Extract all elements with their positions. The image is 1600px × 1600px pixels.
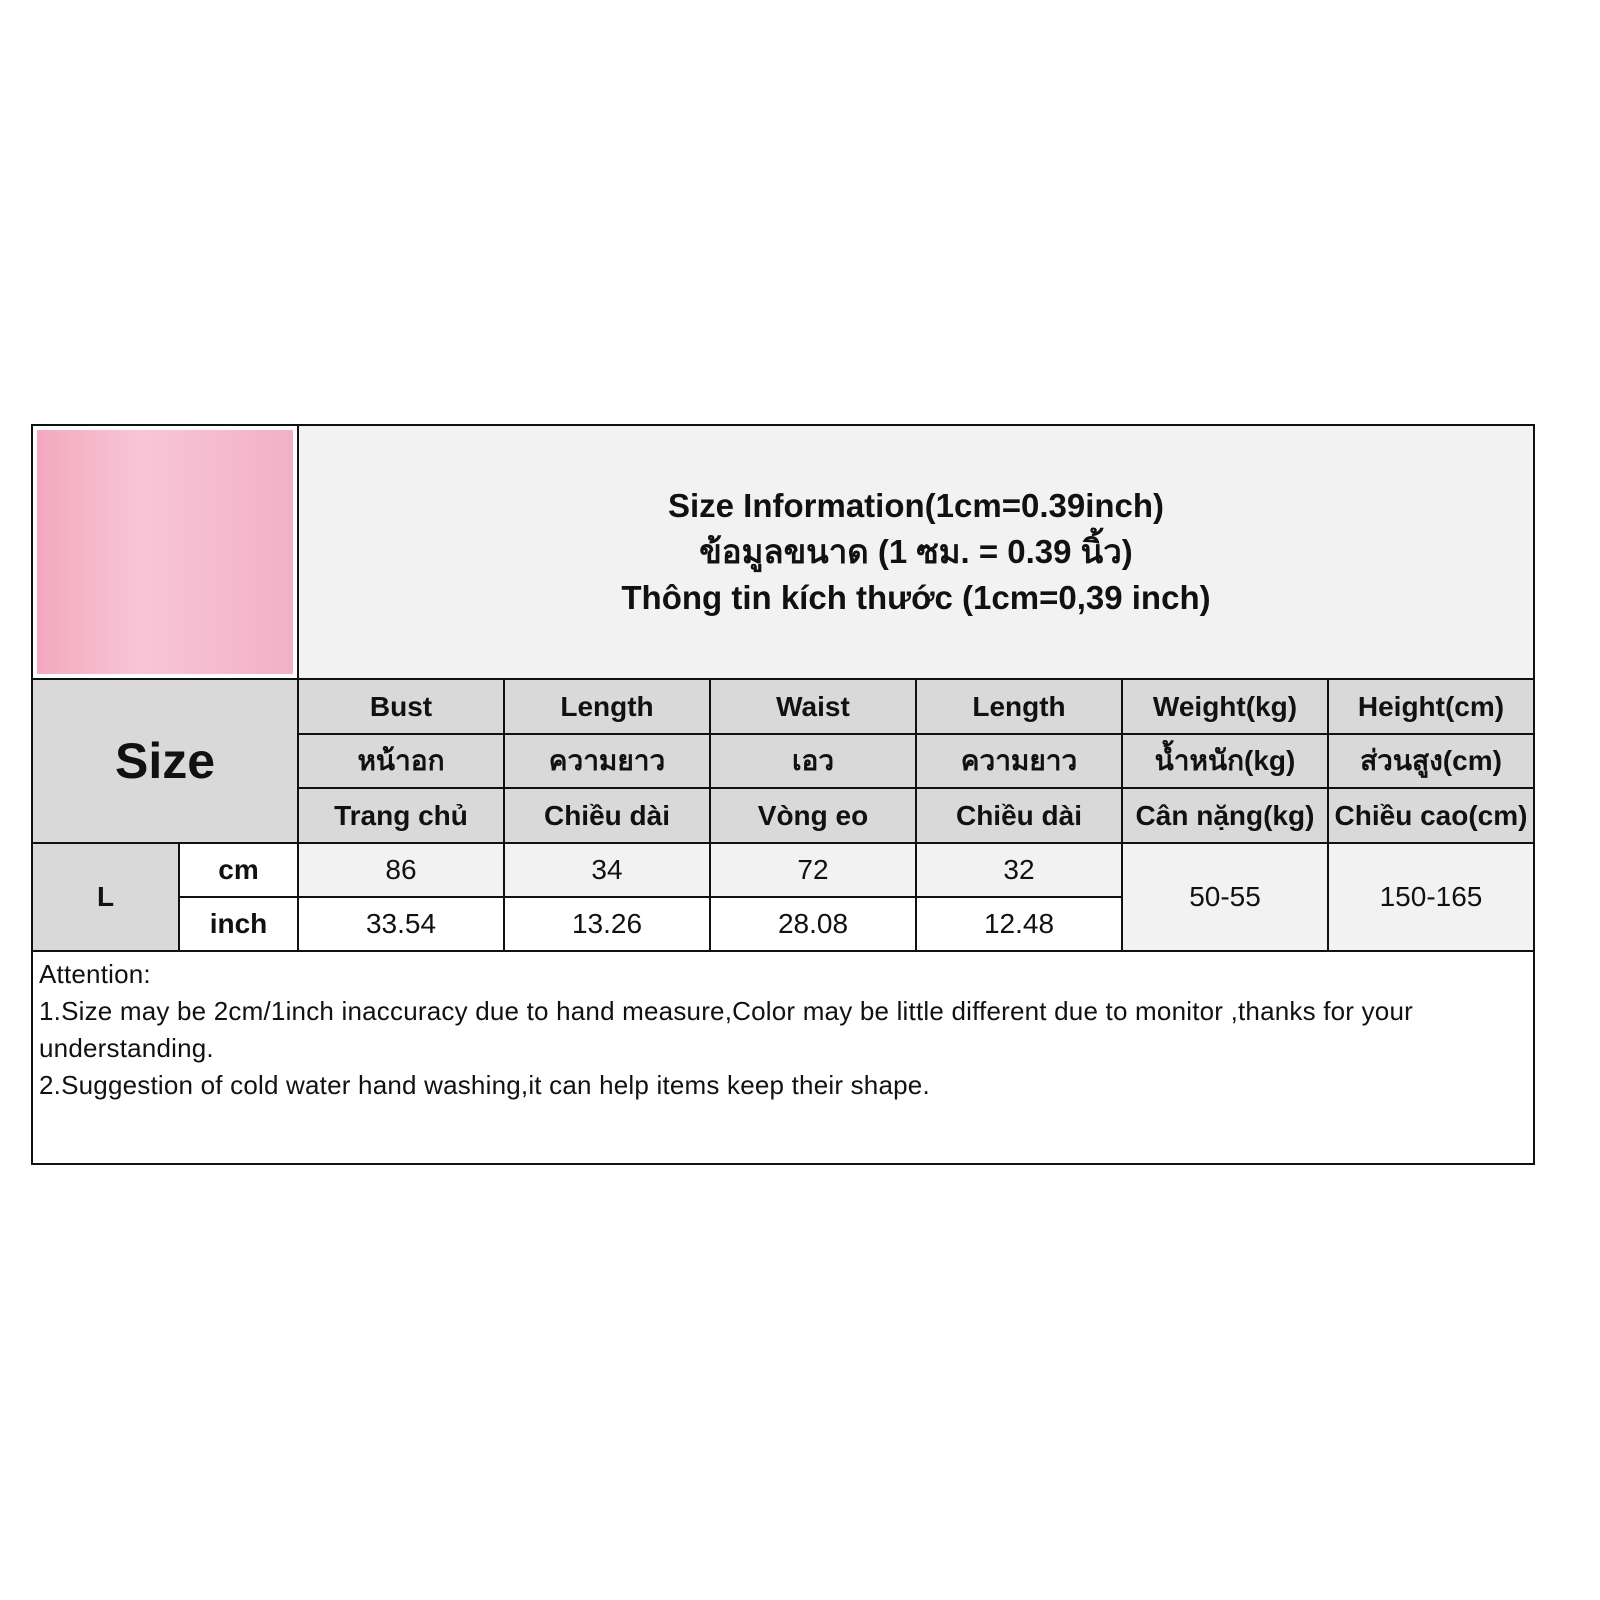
attention-notes: Attention: 1.Size may be 2cm/1inch inacc… xyxy=(33,952,1533,1163)
header-vi: Vòng eo xyxy=(711,789,915,842)
header-vi: Chiều dài xyxy=(917,789,1121,842)
header-vi: Trang chủ xyxy=(299,789,503,842)
header-en: Height(cm) xyxy=(1329,680,1533,733)
header-th: เอว xyxy=(711,735,915,787)
header-th: ความยาว xyxy=(917,735,1121,787)
cm-value: 32 xyxy=(917,844,1121,896)
header-th: ความยาว xyxy=(505,735,709,787)
cm-value: 34 xyxy=(505,844,709,896)
size-chart-table: Size Information(1cm=0.39inch) ข้อมูลขนา… xyxy=(31,424,1535,1165)
cm-value: 86 xyxy=(299,844,503,896)
header-th: น้ำหนัก(kg) xyxy=(1123,735,1327,787)
header-vi: Cân nặng(kg) xyxy=(1123,789,1327,842)
header-en: Length xyxy=(505,680,709,733)
chart-title: Size Information(1cm=0.39inch) ข้อมูลขนา… xyxy=(299,426,1533,678)
attention-heading: Attention: xyxy=(39,959,151,989)
cm-value: 72 xyxy=(711,844,915,896)
header-vi: Chiều dài xyxy=(505,789,709,842)
inch-value: 33.54 xyxy=(299,898,503,950)
title-vietnamese: Thông tin kích thước (1cm=0,39 inch) xyxy=(621,579,1211,616)
header-en: Weight(kg) xyxy=(1123,680,1327,733)
header-vi: Chiều cao(cm) xyxy=(1329,789,1533,842)
height-value: 150-165 xyxy=(1329,844,1533,950)
title-english: Size Information(1cm=0.39inch) xyxy=(667,487,1165,524)
header-th: ส่วนสูง(cm) xyxy=(1329,735,1533,787)
inch-value: 13.26 xyxy=(505,898,709,950)
attention-note-1: 1.Size may be 2cm/1inch inaccuracy due t… xyxy=(39,996,1413,1063)
header-en: Waist xyxy=(711,680,915,733)
header-en: Bust xyxy=(299,680,503,733)
inch-value: 12.48 xyxy=(917,898,1121,950)
attention-note-2: 2.Suggestion of cold water hand washing,… xyxy=(39,1070,930,1100)
weight-value: 50-55 xyxy=(1123,844,1327,950)
product-image xyxy=(37,430,293,674)
header-th: หน้าอก xyxy=(299,735,503,787)
product-photo xyxy=(33,426,297,678)
inch-value: 28.08 xyxy=(711,898,915,950)
title-thai: ข้อมูลขนาด (1 ซม. = 0.39 นิ้ว) xyxy=(699,533,1133,570)
unit-cm-label: cm xyxy=(180,844,297,896)
unit-inch-label: inch xyxy=(180,898,297,950)
size-header: Size xyxy=(33,680,297,842)
header-en: Length xyxy=(917,680,1121,733)
size-value: L xyxy=(33,844,178,950)
